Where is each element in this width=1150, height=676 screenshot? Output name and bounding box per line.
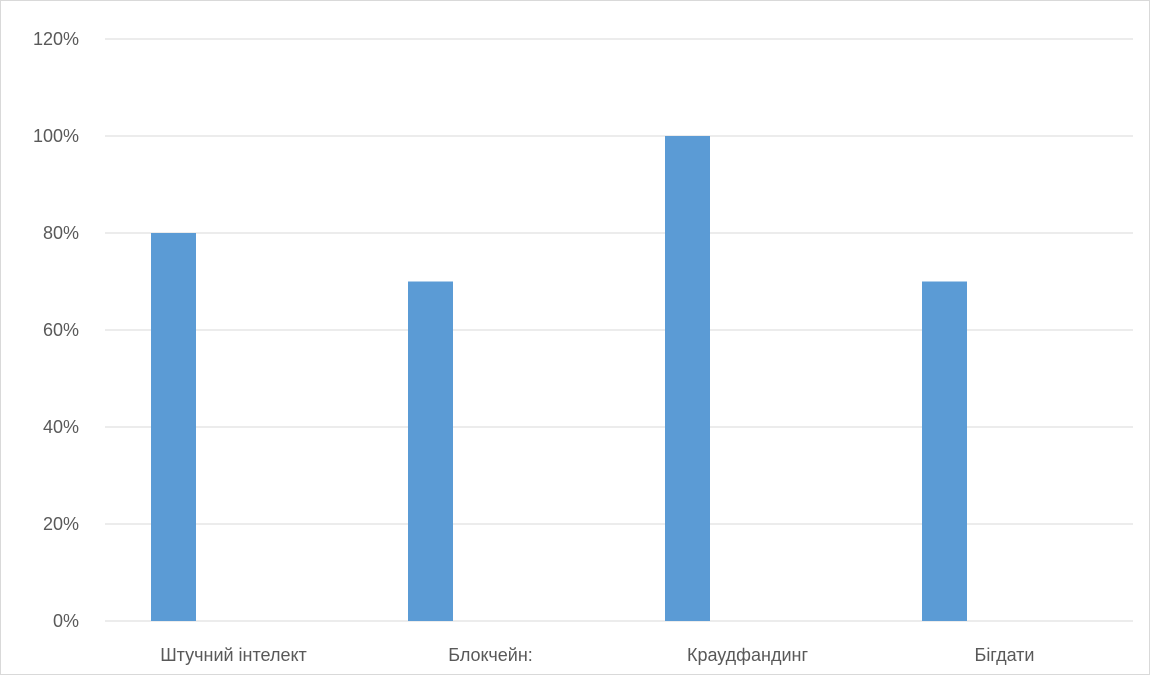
y-tick-label: 80%: [43, 223, 79, 243]
y-axis-ticks: 0% 20% 40% 60% 80% 100% 120%: [33, 29, 79, 631]
x-category-label: Штучний інтелект: [160, 645, 307, 665]
bars: [151, 136, 967, 621]
bar: [922, 281, 967, 621]
bar: [665, 136, 710, 621]
x-category-label: Блокчейн:: [448, 645, 533, 665]
y-tick-label: 40%: [43, 417, 79, 437]
y-tick-label: 60%: [43, 320, 79, 340]
x-category-label: Краудфандинг: [687, 645, 808, 665]
bar: [408, 281, 453, 621]
y-tick-label: 120%: [33, 29, 79, 49]
y-tick-label: 100%: [33, 126, 79, 146]
y-tick-label: 0%: [53, 611, 79, 631]
y-tick-label: 20%: [43, 514, 79, 534]
x-category-label: Бігдати: [975, 645, 1035, 665]
gridlines: [105, 38, 1133, 622]
x-axis-categories: Штучний інтелект Блокчейн: Краудфандинг Біг…: [160, 645, 1034, 665]
bar: [151, 233, 196, 621]
